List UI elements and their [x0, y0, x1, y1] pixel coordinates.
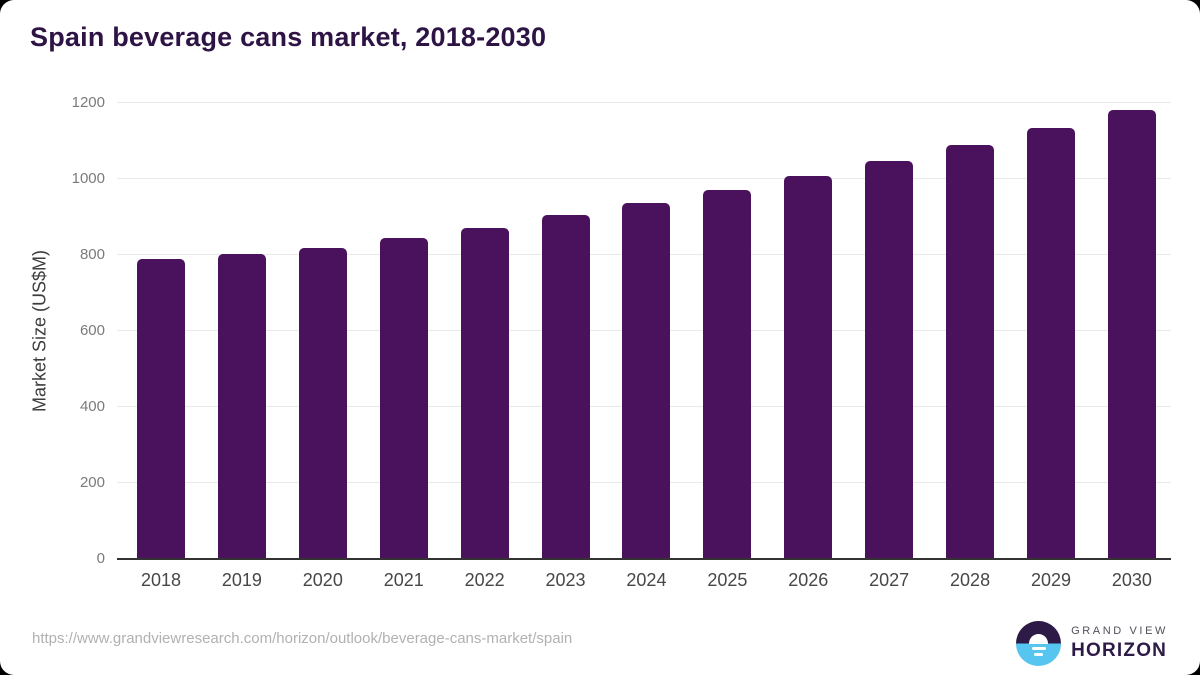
logo-brand-bottom: HORIZON: [1071, 640, 1168, 661]
x-tick-2023: 2023: [545, 570, 586, 590]
sun-icon: [1029, 634, 1049, 644]
y-tick-600: 600: [79, 322, 105, 339]
bar-slot-2019: 2019: [217, 103, 266, 590]
bar-slot-2020: 2020: [298, 103, 347, 590]
bar-2019: [217, 253, 266, 559]
x-tick-2020: 2020: [302, 570, 343, 590]
bar-slot-2024: 2024: [622, 103, 671, 590]
bar-slot-2021: 2021: [379, 103, 428, 590]
bar-2023: [541, 215, 590, 559]
x-tick-2025: 2025: [707, 570, 748, 590]
bar-2022: [460, 228, 509, 559]
x-tick-2024: 2024: [626, 570, 667, 590]
y-tick-800: 800: [79, 246, 105, 264]
x-tick-2019: 2019: [221, 570, 262, 590]
y-tick-400: 400: [79, 398, 105, 416]
bar-slot-2028: 2028: [946, 103, 995, 590]
x-tick-2028: 2028: [950, 570, 991, 590]
x-axis-line: [117, 558, 1171, 560]
horizon-logo-icon: [1016, 621, 1062, 666]
x-tick-2018: 2018: [140, 570, 182, 590]
bar-2024: [622, 203, 671, 559]
bar-slot-2022: 2022: [460, 103, 509, 590]
chart-title: Spain beverage cans market, 2018-2030: [30, 22, 547, 52]
ripple-icon: [1032, 647, 1047, 650]
y-axis-ticks: 0 200 400 600 800 1000 1200: [0, 94, 105, 567]
bar-2021: [379, 237, 428, 559]
y-tick-1200: 1200: [71, 94, 105, 111]
bar-2027: [865, 161, 914, 559]
bar-slot-2025: 2025: [703, 103, 752, 590]
grandview-horizon-logo: GRAND VIEW HORIZON: [1016, 621, 1168, 666]
y-tick-0: 0: [96, 550, 105, 567]
bar-2028: [946, 145, 995, 559]
bar-slot-2026: 2026: [784, 103, 833, 590]
bar-series: 2018 2019 2020 2021 2022 2023 2024 2025 2026 2027…: [117, 103, 1171, 590]
source-url: https://www.grandviewresearch.com/horizo…: [32, 630, 573, 647]
bar-2025: [703, 189, 752, 559]
x-tick-2027: 2027: [869, 570, 910, 590]
x-tick-2022: 2022: [464, 570, 505, 590]
bar-slot-2018: 2018: [137, 103, 185, 590]
bar-slot-2023: 2023: [541, 103, 590, 590]
x-tick-2021: 2021: [383, 570, 424, 590]
gridline-1200: [117, 102, 1171, 103]
bar-2029: [1026, 128, 1075, 559]
x-tick-2026: 2026: [788, 570, 829, 590]
y-tick-1000: 1000: [71, 170, 105, 187]
bar-2020: [298, 247, 347, 559]
logo-brand-top: GRAND VIEW: [1071, 625, 1168, 637]
bar-2026: [784, 175, 833, 559]
gridline-1000: [117, 178, 1171, 179]
bar-slot-2029: 2029: [1026, 103, 1075, 590]
bar-slot-2027: 2027: [865, 103, 914, 590]
x-tick-2029: 2029: [1030, 570, 1071, 590]
bar-2018: [137, 258, 185, 559]
logo-text: GRAND VIEW HORIZON: [1071, 625, 1168, 662]
y-tick-200: 200: [79, 474, 105, 492]
bar-slot-2030: 2030: [1107, 103, 1156, 590]
x-tick-2030: 2030: [1111, 570, 1152, 590]
bar-chart-plot-area: 2018 2019 2020 2021 2022 2023 2024 2025 2026 2027…: [117, 102, 1171, 590]
bar-2030: [1107, 109, 1156, 559]
ripple-icon: [1034, 653, 1044, 656]
